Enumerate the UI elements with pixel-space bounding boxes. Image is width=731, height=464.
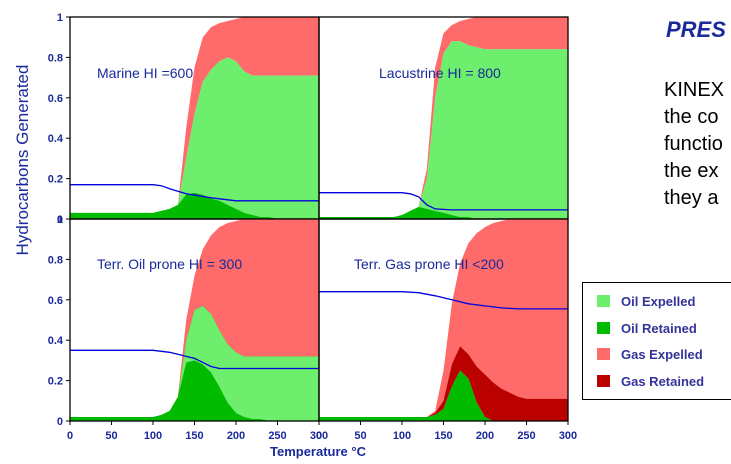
panel-label: Lacustrine HI = 800 [379,65,501,81]
y-tick-label: 0 [57,214,63,226]
y-tick-label: 1 [57,214,63,226]
x-tick-label: 300 [559,430,577,442]
panel-label: Marine HI =600 [97,65,193,81]
legend-item-oil-retained: Oil Retained [597,318,697,338]
x-tick-label: 300 [310,430,328,442]
oil-expelled-area [70,305,319,421]
oil-expelled-area [70,57,319,220]
oil-expelled-area [319,41,568,220]
x-tick-label: 150 [185,430,203,442]
y-tick-label: 0.6 [48,93,63,105]
chart-panel: Marine HI =600 0 0.2 0.4 0.6 0.8 1 [48,12,320,226]
slide-text-line: they a [664,187,719,209]
legend-label: Gas Expelled [621,346,703,362]
y-tick-label: 0.2 [48,376,63,388]
chart-legend: Oil Expelled Oil Retained Gas Expelled G… [582,282,731,400]
oil-retained-area [70,192,319,219]
legend-swatch [597,322,610,334]
y-tick-label: 0.6 [48,295,63,307]
y-tick-label: 1 [57,12,63,24]
y-tick-label: 0.2 [48,174,63,186]
panel-line-series [319,291,568,310]
panel-line-series [70,184,319,202]
x-axis-label: Temperature °C [270,444,367,459]
oil-retained-area [319,206,568,219]
x-tick-label: 0 [316,430,322,442]
gas-expelled-area [319,17,568,217]
y-axis-label: Hydrocarbons Generated [13,65,32,256]
slide-text-line: KINEX [664,79,725,101]
legend-item-gas-expelled: Gas Expelled [597,344,703,364]
x-tick-label: 50 [105,430,117,442]
chart-panel: Lacustrine HI = 800 [318,16,569,220]
legend-item-gas-retained: Gas Retained [597,371,704,391]
slide-title: PRES [666,17,726,42]
legend-swatch [597,295,610,307]
chart-panel: Terr. Gas prone HI <200 0 50 100 150 200 250 30… [316,218,577,442]
slide-text-line: the co [664,106,719,128]
panel-label: Terr. Oil prone HI = 300 [97,256,242,272]
x-tick-label: 250 [517,430,535,442]
x-tick-label: 0 [67,430,73,442]
gas-retained-area [319,346,568,421]
y-tick-label: 0.4 [48,133,64,145]
x-tick-label: 50 [354,430,366,442]
slide-text-line: functio [664,133,723,155]
x-tick-label: 100 [144,430,162,442]
panel-line-series [319,192,568,211]
x-tick-label: 200 [227,430,245,442]
slide-body-text: KINEX the co functio the ex they a [664,77,730,212]
slide-text-line: the ex [664,160,719,182]
legend-label: Oil Retained [621,320,697,336]
panel-label: Terr. Gas prone HI <200 [354,256,504,272]
legend-swatch [597,348,610,360]
gas-expelled-area [70,17,319,213]
y-tick-label: 0.8 [48,254,63,266]
x-tick-label: 250 [268,430,286,442]
gas-expelled-area [319,219,568,417]
legend-label: Gas Retained [621,373,705,389]
legend-label: Oil Expelled [621,293,696,309]
x-tick-label: 200 [476,430,494,442]
x-tick-label: 150 [434,430,452,442]
y-tick-label: 0.4 [48,335,64,347]
panel-line-series [70,349,319,370]
y-tick-label: 0.8 [48,52,63,64]
legend-item-oil-expelled: Oil Expelled [597,291,695,311]
y-tick-label: 0 [57,416,63,428]
oil-retained-area [70,360,319,421]
x-tick-label: 100 [393,430,411,442]
oil-retained-area [319,370,568,421]
legend-swatch [597,375,610,387]
